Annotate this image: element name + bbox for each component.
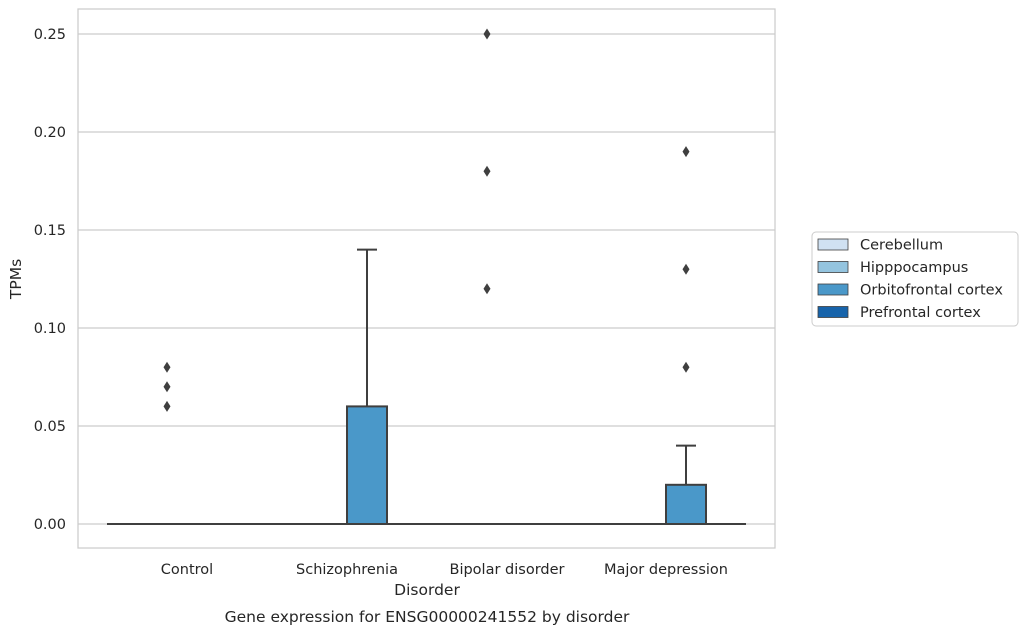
box-hipppocampus (467, 28, 507, 525)
box-orbitofrontal-cortex (665, 146, 707, 525)
legend: Cerebellum Hipppocampus Orbitofrontal cort… (811, 231, 1019, 327)
y-tick-label: 0.25 (34, 27, 66, 43)
y-tick-label: 0.15 (34, 223, 66, 239)
y-gridlines (78, 33, 775, 525)
x-tick-label: Schizophrenia (296, 562, 398, 578)
outlier-point (483, 165, 491, 177)
legend-box (811, 231, 1019, 327)
chart-caption: Gene expression for ENSG00000241552 by d… (225, 608, 630, 626)
x-tick-label: Major depression (604, 562, 728, 578)
outlier-point (682, 146, 690, 158)
legend-label: Prefrontal cortex (860, 305, 981, 321)
legend-label: Cerebellum (860, 238, 943, 254)
legend-swatch (817, 238, 849, 251)
box-body (346, 405, 388, 525)
box-body (665, 483, 707, 525)
x-tick-label: Control (161, 562, 213, 578)
y-axis-label: TPMs (7, 259, 25, 300)
x-axis-label: Disorder (394, 581, 460, 599)
box-hipppocampus (147, 361, 187, 525)
legend-label: Orbitofrontal cortex (860, 283, 1003, 299)
legend-label: Hipppocampus (860, 260, 968, 276)
box-orbitofrontal-cortex (346, 248, 388, 525)
box-plots (107, 28, 746, 525)
y-tick-label: 0.00 (34, 517, 66, 533)
legend-swatch (817, 261, 849, 273)
outlier-point (163, 361, 171, 373)
y-tick-label: 0.05 (34, 419, 66, 435)
outlier-point (682, 361, 690, 373)
outlier-point (163, 381, 171, 393)
outlier-point (163, 400, 171, 412)
x-tick-label: Bipolar disorder (450, 562, 565, 578)
plot-frame (77, 8, 776, 549)
y-tick-label: 0.10 (34, 321, 66, 337)
y-tick-label: 0.20 (34, 125, 66, 141)
y-tick-labels: 0.00 0.05 0.10 0.15 0.20 0.25 (34, 27, 66, 533)
outlier-point (483, 283, 491, 295)
legend-swatch (817, 306, 849, 318)
legend-swatch (817, 283, 849, 296)
outlier-point (483, 28, 491, 40)
outlier-point (682, 263, 690, 275)
x-tick-labels: Control Schizophrenia Bipolar disorder Majo… (161, 562, 728, 578)
